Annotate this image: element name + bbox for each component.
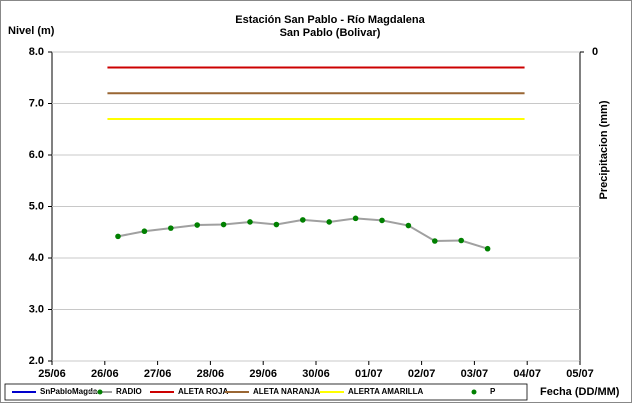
x-tick-label: 25/06 (38, 368, 66, 380)
chart-title: Estación San Pablo - Río Magdalena (235, 14, 425, 26)
x-tick-label: 04/07 (513, 368, 541, 380)
y-tick-label: 8.0 (29, 46, 44, 58)
y-tick-label: 5.0 (29, 200, 44, 212)
data-point (432, 238, 438, 244)
data-point (458, 237, 465, 244)
data-point (168, 225, 174, 231)
legend-marker (471, 389, 477, 395)
data-point (300, 217, 306, 223)
y-tick-label: 4.0 (29, 252, 44, 264)
y-tick-label: 2.0 (29, 355, 44, 367)
legend-label: ALERTA AMARILLA (348, 387, 423, 396)
data-point (405, 222, 412, 229)
data-point (326, 219, 333, 225)
y-tick-label: 6.0 (29, 149, 44, 161)
data-point (484, 245, 491, 252)
data-point (115, 233, 121, 240)
y2-tick-label: 0 (592, 46, 598, 58)
data-point (220, 221, 227, 228)
x-tick-label: 05/07 (566, 368, 594, 380)
x-tick-label: 30/06 (302, 368, 330, 380)
legend-label: SnPabloMagda (40, 387, 98, 396)
data-point (247, 219, 253, 225)
legend-label: ALETA NARANJA (253, 387, 320, 396)
legend (4, 383, 528, 401)
x-axis-label: Fecha (DD/MM) (540, 386, 620, 398)
y2-axis-label: Precipitacion (mm) (598, 100, 610, 199)
y-tick-label: 3.0 (29, 303, 44, 315)
data-point (194, 222, 200, 228)
x-tick-label: 02/07 (408, 368, 436, 380)
x-tick-label: 27/06 (144, 368, 172, 380)
x-tick-label: 03/07 (461, 368, 489, 380)
x-tick-label: 01/07 (355, 368, 383, 380)
legend-label: P (490, 387, 496, 396)
chart-subtitle: San Pablo (Bolivar) (280, 27, 381, 39)
legend-marker (97, 389, 103, 395)
data-point (379, 217, 385, 224)
x-tick-label: 26/06 (91, 368, 119, 380)
x-tick-label: 28/06 (197, 368, 225, 380)
data-point (273, 221, 280, 228)
x-tick-label: 29/06 (249, 368, 277, 380)
legend-label: ALETA ROJA (178, 387, 228, 396)
data-point (352, 215, 359, 222)
y-tick-label: 7.0 (29, 97, 44, 109)
data-point (141, 228, 148, 235)
y-axis-label: Nivel (m) (8, 25, 55, 37)
legend-label: RADIO (116, 387, 142, 396)
